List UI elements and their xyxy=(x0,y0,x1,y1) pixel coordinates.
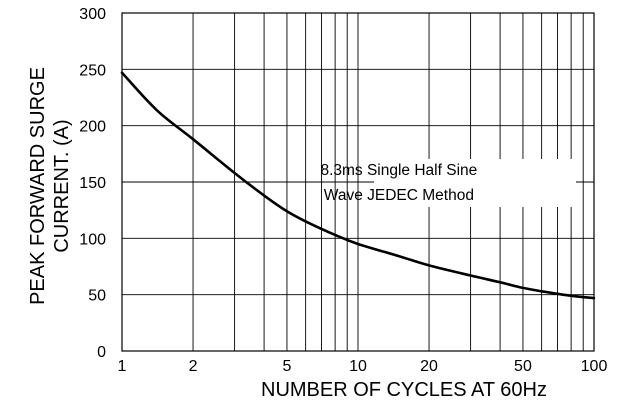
annotation: 8.3ms Single Half Sine Wave JEDEC Method xyxy=(320,159,576,207)
series-group xyxy=(120,71,596,300)
x-tick-label: 50 xyxy=(514,358,532,375)
y-tick-labels: 0 50 100 150 200 250 300 xyxy=(79,6,106,361)
x-tick-label: 20 xyxy=(420,358,438,375)
plot-frame xyxy=(121,12,595,352)
x-tick-label: 100 xyxy=(581,358,608,375)
y-axis-title: PEAK FORWARD SURGE CURRENT. (A) xyxy=(27,67,73,305)
annotation-line-2: Wave JEDEC Method xyxy=(324,187,474,204)
x-tick-label: 1 xyxy=(118,358,127,375)
x-tick-label: 2 xyxy=(189,358,198,375)
y-tick-label: 100 xyxy=(79,231,106,248)
y-tick-label: 150 xyxy=(79,175,106,192)
annotation-line-1: 8.3ms Single Half Sine xyxy=(320,162,477,179)
y-axis-title-line-2: CURRENT. (A) xyxy=(51,119,73,252)
x-tick-label: 10 xyxy=(349,358,367,375)
x-tick-labels: 1 2 5 10 20 50 100 xyxy=(118,358,608,375)
y-tick-label: 50 xyxy=(88,288,106,305)
x-tick-label: 5 xyxy=(283,358,292,375)
y-tick-label: 250 xyxy=(79,62,106,79)
y-tick-label: 200 xyxy=(79,119,106,136)
y-axis-title-line-1: PEAK FORWARD SURGE xyxy=(27,67,49,305)
x-axis-title: NUMBER OF CYCLES AT 60Hz xyxy=(261,379,547,401)
series-line xyxy=(120,71,596,300)
annotation-background xyxy=(374,159,576,207)
y-tick-label: 0 xyxy=(97,344,106,361)
y-tick-label: 300 xyxy=(79,6,106,23)
